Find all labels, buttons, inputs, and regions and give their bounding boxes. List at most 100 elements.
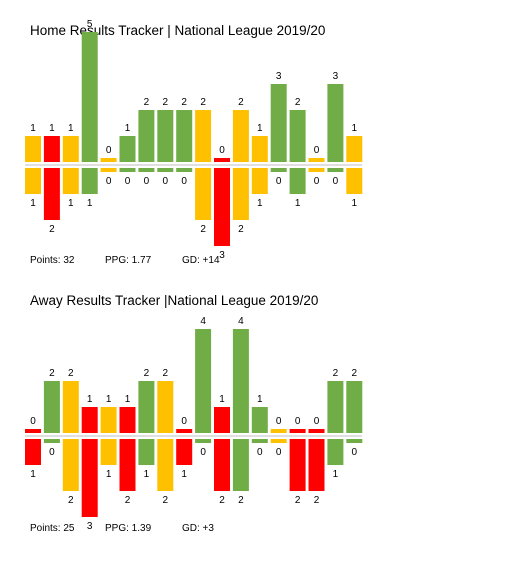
home-goals-against-bar <box>81 168 98 194</box>
away-goals-against-label: 0 <box>200 447 206 458</box>
home-goals-against-label: 0 <box>144 176 150 187</box>
away-goals-against-bar <box>308 439 325 491</box>
away-goals-for-label: 1 <box>87 394 93 405</box>
home-goals-for-bar <box>346 136 363 162</box>
home-goals-against-label: 0 <box>276 176 282 187</box>
away-goals-for-label: 0 <box>295 416 301 427</box>
away-goals-for-bar <box>327 381 344 433</box>
away-goals-against-label: 0 <box>352 447 358 458</box>
home-goals-against-bar <box>270 168 287 172</box>
home-goals-for-label: 1 <box>125 123 131 134</box>
away-goals-against-label: 1 <box>144 469 150 480</box>
away-goals-for-bar <box>232 329 249 433</box>
home-goals-against-bar <box>232 168 249 220</box>
away-goals-against-label: 1 <box>333 469 339 480</box>
away-goals-against-label: 1 <box>30 469 36 480</box>
home-goals-for-bar <box>43 136 60 162</box>
home-goals-against-bar <box>346 168 363 194</box>
away-goals-against-label: 2 <box>125 495 131 506</box>
home-goals-against-bar <box>327 168 344 172</box>
home-goals-for-bar <box>157 110 174 162</box>
home-goals-against-label: 1 <box>68 198 74 209</box>
home-goals-for-bar <box>289 110 306 162</box>
away-ppg: PPG: 1.39 <box>105 523 152 534</box>
home-goals-for-bar <box>308 158 325 162</box>
home-results-chart: 1 1 1 2 1 1 5 1 0 0 1 0 2 0 2 0 2 0 2 2 0 3 2 2 1 1 3 0 2 1 0 0 3 0 1 1 <box>25 19 363 261</box>
home-results-panel: Home Results Tracker | National League 2… <box>0 0 528 280</box>
home-goals-against-bar <box>25 168 41 194</box>
away-goals-against-bar <box>62 439 79 491</box>
home-goals-for-label: 1 <box>257 123 263 134</box>
home-goals-for-label: 2 <box>144 97 150 108</box>
away-goals-for-label: 1 <box>125 394 131 405</box>
home-goals-for-bar <box>327 84 344 162</box>
away-goals-against-bar <box>289 439 306 491</box>
home-goals-against-label: 0 <box>181 176 187 187</box>
home-goals-for-bar <box>232 110 249 162</box>
home-goal-difference: GD: +14 <box>182 255 220 266</box>
away-goals-for-bar <box>157 381 174 433</box>
home-goals-for-bar <box>62 136 79 162</box>
away-goals-for-bar <box>25 429 41 433</box>
home-goals-for-label: 3 <box>333 71 339 82</box>
away-goals-for-label: 0 <box>314 416 320 427</box>
away-goals-for-bar <box>119 407 136 433</box>
home-goals-for-label: 2 <box>200 97 206 108</box>
away-goals-for-bar <box>195 329 212 433</box>
home-goals-against-label: 1 <box>87 198 93 209</box>
away-goals-against-bar <box>25 439 41 465</box>
away-goals-against-bar <box>270 439 287 443</box>
away-goals-for-bar <box>138 381 155 433</box>
home-goals-for-bar <box>270 84 287 162</box>
away-goals-for-label: 2 <box>68 368 74 379</box>
away-goals-against-label: 2 <box>314 495 320 506</box>
home-goals-for-bar <box>119 136 136 162</box>
home-goals-for-label: 2 <box>295 97 301 108</box>
home-goals-against-label: 0 <box>163 176 169 187</box>
home-goals-for-bar <box>100 158 117 162</box>
home-goals-for-label: 2 <box>238 97 244 108</box>
home-chart-title: Home Results Tracker | National League 2… <box>30 23 326 38</box>
home-goals-against-label: 1 <box>30 198 36 209</box>
home-goals-against-bar <box>119 168 136 172</box>
home-goals-against-label: 1 <box>352 198 358 209</box>
away-goals-for-bar <box>100 407 117 433</box>
away-goals-for-label: 4 <box>200 316 206 327</box>
away-goals-against-label: 2 <box>163 495 169 506</box>
away-results-chart: 0 1 2 0 2 2 1 3 1 1 1 2 2 1 2 2 0 1 4 0 1 2 4 2 1 0 0 0 0 2 0 2 2 1 2 0 <box>25 316 363 532</box>
away-goals-for-label: 0 <box>276 416 282 427</box>
home-goals-for-label: 1 <box>352 123 358 134</box>
away-goals-against-bar <box>232 439 249 491</box>
away-goals-against-bar <box>346 439 363 443</box>
away-goals-for-label: 0 <box>181 416 187 427</box>
away-goals-against-bar <box>138 439 155 465</box>
away-goals-against-bar <box>195 439 212 443</box>
away-goals-for-bar <box>251 407 268 433</box>
home-goals-for-label: 1 <box>49 123 55 134</box>
home-goals-for-label: 3 <box>276 71 282 82</box>
home-goals-against-bar <box>157 168 174 172</box>
away-goals-for-label: 1 <box>257 394 263 405</box>
home-goals-against-bar <box>62 168 79 194</box>
home-goals-against-label: 2 <box>200 224 206 235</box>
away-goal-difference: GD: +3 <box>182 523 214 534</box>
home-goals-against-label: 1 <box>257 198 263 209</box>
home-goals-for-bar <box>176 110 193 162</box>
away-goals-against-label: 2 <box>219 495 225 506</box>
away-goals-against-label: 2 <box>68 495 74 506</box>
home-goals-against-bar <box>214 168 230 246</box>
away-goals-against-bar <box>100 439 117 465</box>
away-goals-for-bar <box>81 407 98 433</box>
away-goals-for-label: 1 <box>106 394 112 405</box>
away-goals-against-bar <box>214 439 230 491</box>
home-goals-for-label: 2 <box>181 97 187 108</box>
away-goals-for-label: 2 <box>144 368 150 379</box>
home-goals-against-label: 1 <box>295 198 301 209</box>
away-goals-against-label: 0 <box>49 447 55 458</box>
away-goals-against-bar <box>43 439 60 443</box>
home-goals-for-bar <box>251 136 268 162</box>
away-goals-against-bar <box>157 439 174 491</box>
home-goals-against-label: 0 <box>106 176 112 187</box>
away-goals-for-bar <box>270 429 287 433</box>
home-goals-for-label: 5 <box>87 19 93 30</box>
